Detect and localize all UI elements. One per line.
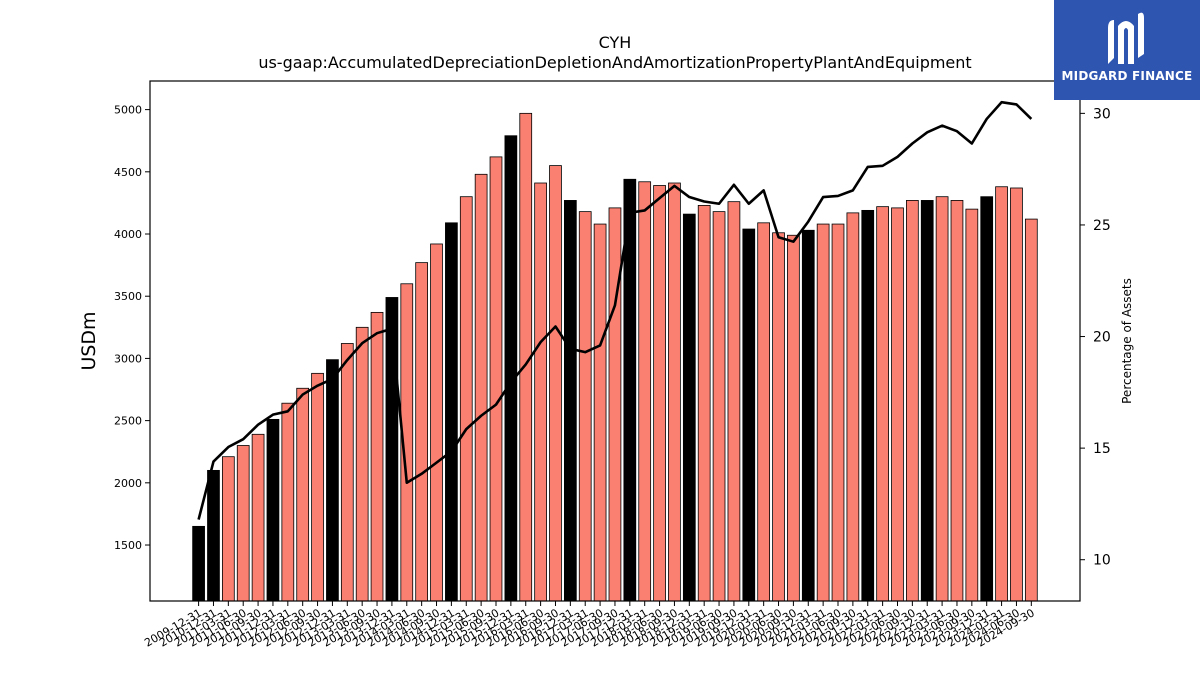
y-tick-label: 5000: [114, 104, 142, 117]
bar: [534, 182, 547, 602]
bar: [445, 222, 458, 602]
bar: [638, 181, 652, 602]
bar: [727, 201, 741, 602]
bar: [608, 207, 622, 602]
bar: [504, 135, 518, 602]
y-tick-label: 3000: [114, 352, 142, 365]
y-tick-label: 4500: [114, 166, 142, 179]
bar: [221, 456, 235, 602]
y-axis-label: USDm: [78, 311, 100, 370]
bar: [1024, 218, 1038, 602]
bar: [965, 208, 979, 602]
bar: [816, 223, 830, 602]
bar: [712, 211, 726, 602]
y2-tick-label: 20: [1093, 330, 1111, 346]
bar: [326, 359, 339, 602]
bar: [192, 525, 205, 602]
bar: [489, 156, 503, 602]
bar: [564, 200, 577, 602]
y2-tick-label: 15: [1093, 441, 1111, 457]
bar: [355, 326, 369, 602]
bar: [787, 234, 800, 602]
y-tick-label: 4000: [114, 228, 142, 241]
bar: [311, 372, 324, 602]
y-tick-label: 1500: [114, 539, 142, 552]
y2-tick-label: 25: [1093, 218, 1111, 234]
bar: [995, 186, 1008, 602]
chart-subtitle: us-gaap:AccumulatedDepreciationDepletion…: [258, 53, 971, 72]
brand-logo: MIDGARD FINANCE: [1054, 0, 1200, 100]
bar: [296, 387, 310, 602]
bar: [207, 469, 220, 602]
line-series: [197, 100, 1033, 520]
bar: [653, 185, 666, 602]
y-tick-label: 3500: [114, 290, 142, 303]
bar: [742, 228, 756, 602]
bar: [697, 204, 711, 602]
x-axis: 2009-12-312010-12-312011-03-312011-06-30…: [142, 601, 1037, 650]
bar: [236, 445, 250, 602]
bar: [251, 433, 265, 602]
bar: [549, 165, 562, 602]
bar: [801, 229, 815, 602]
bar: [980, 196, 994, 602]
bar: [1010, 187, 1023, 602]
bar: [861, 209, 875, 602]
chart-title: CYH: [599, 33, 632, 52]
bar: [340, 343, 354, 602]
y2-tick-label: 30: [1093, 106, 1111, 122]
y-axis-left: 1500 2000 2500 3000 3500 4000 4500 5000: [114, 104, 150, 552]
y2-axis-label: Percentage of Assets: [1120, 278, 1134, 404]
bar-series: [192, 112, 1038, 602]
bar: [668, 182, 681, 602]
bar: [578, 211, 592, 602]
bar: [891, 207, 904, 602]
bar: [906, 200, 919, 602]
percentage-line: [197, 100, 1033, 520]
bar: [846, 212, 860, 602]
y2-tick-label: 10: [1093, 553, 1111, 569]
brand-name: MIDGARD FINANCE: [1061, 69, 1193, 83]
bar: [266, 418, 280, 602]
bar: [385, 297, 399, 602]
y-tick-label: 2000: [114, 477, 142, 490]
bar: [415, 262, 429, 602]
bar: [370, 311, 384, 602]
bar: [935, 196, 949, 602]
bar: [459, 196, 473, 602]
bar: [757, 222, 771, 602]
bar: [920, 200, 934, 602]
bar: [876, 206, 889, 602]
bar: [682, 213, 696, 602]
bar: [281, 402, 295, 602]
bar: [474, 173, 488, 602]
y-tick-label: 2500: [114, 415, 142, 428]
bar: [772, 232, 785, 602]
bar: [430, 243, 443, 602]
y-axis-right: 10 15 20 25 30: [1080, 106, 1111, 569]
logo-mark-icon: [1108, 12, 1144, 64]
bar: [950, 200, 964, 602]
bar: [593, 223, 607, 602]
bar: [831, 223, 845, 602]
